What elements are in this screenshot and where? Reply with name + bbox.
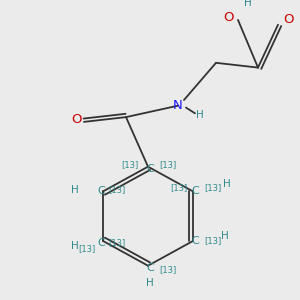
Text: C: C — [191, 186, 199, 197]
Text: C: C — [146, 262, 154, 273]
Text: O: O — [71, 113, 81, 127]
Text: [13]: [13] — [122, 160, 139, 169]
Text: [13]: [13] — [108, 185, 126, 194]
Text: [13]: [13] — [170, 183, 188, 192]
Text: H: H — [244, 0, 252, 8]
Text: H: H — [223, 179, 231, 189]
Text: [13]: [13] — [108, 238, 126, 247]
Text: C: C — [97, 238, 105, 248]
Text: C: C — [97, 186, 105, 197]
Text: O: O — [283, 14, 293, 26]
Text: N: N — [173, 99, 183, 112]
Text: [13]: [13] — [159, 265, 177, 274]
Text: H: H — [196, 110, 204, 120]
Text: H: H — [71, 184, 79, 194]
Text: H: H — [71, 241, 79, 251]
Text: C: C — [191, 236, 199, 246]
Text: [13]: [13] — [159, 160, 177, 169]
Text: H: H — [146, 278, 154, 288]
Text: H: H — [221, 231, 229, 241]
Text: [13]: [13] — [78, 244, 96, 253]
Text: O: O — [223, 11, 233, 24]
Text: [13]: [13] — [204, 236, 222, 245]
Text: C: C — [146, 164, 154, 174]
Text: [13]: [13] — [204, 183, 222, 192]
